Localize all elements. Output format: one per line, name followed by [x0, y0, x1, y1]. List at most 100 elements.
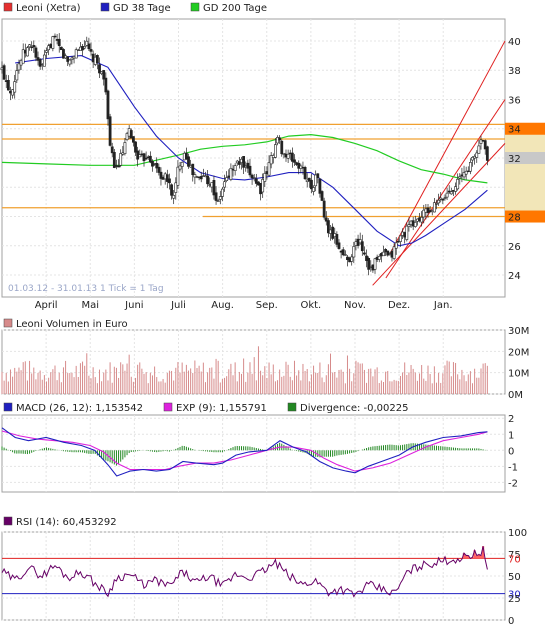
- candle-body: [223, 181, 226, 188]
- macd-line: [1, 427, 488, 477]
- candle-body: [267, 162, 271, 176]
- candle-body: [278, 137, 282, 141]
- candle-body: [21, 49, 25, 64]
- candle-body: [34, 47, 38, 58]
- candle-body: [261, 179, 265, 193]
- macd-legend-swatch: [3, 402, 13, 412]
- candle-body: [104, 77, 108, 93]
- x-tick-label: Nov.: [344, 300, 366, 311]
- macd-legend-swatch: [163, 402, 173, 412]
- price-legend-swatch: [100, 2, 110, 12]
- candle-body: [159, 171, 163, 179]
- candle-body: [445, 192, 449, 198]
- candle-body: [382, 251, 385, 257]
- candle-body: [191, 163, 195, 176]
- candle-body: [437, 199, 441, 204]
- candle-body: [464, 170, 468, 175]
- candle-body: [280, 140, 284, 155]
- candle-body: [187, 156, 190, 167]
- price-marker: [505, 152, 545, 164]
- candle-body: [318, 178, 322, 194]
- candle-body: [83, 46, 87, 49]
- candle-body: [352, 246, 356, 258]
- price-marker-label: 32: [508, 154, 521, 165]
- candle-body: [407, 224, 411, 227]
- candle-body: [112, 151, 116, 168]
- candle-body: [36, 57, 40, 61]
- candle-body: [435, 203, 438, 205]
- candle-body: [176, 166, 180, 186]
- rsi-line: [1, 546, 488, 598]
- candle-body: [324, 217, 328, 222]
- volume-legend-label: Leoni Volumen in Euro: [16, 319, 128, 330]
- volume-y-tick-label: 30M: [508, 326, 529, 337]
- candle-body: [405, 225, 409, 240]
- trend-channel-mid: [385, 99, 506, 279]
- price-legend-label: GD 200 Tage: [203, 3, 267, 14]
- macd-y-tick-label: -1: [508, 462, 518, 473]
- trend-channel-lower: [372, 143, 506, 286]
- candle-body: [320, 191, 324, 201]
- rsi-y-tick-label: 30: [508, 590, 521, 601]
- candle-body: [13, 81, 17, 93]
- rsi-y-tick-label: 50: [508, 572, 521, 583]
- macd-legend-swatch: [287, 402, 297, 412]
- trend-channel-upper: [389, 40, 506, 254]
- candle-body: [155, 163, 159, 169]
- candle-body: [178, 165, 182, 170]
- candle-body: [216, 200, 220, 202]
- candle-body: [134, 141, 137, 153]
- period-info-text: 01.03.12 - 31.01.13 1 Tick = 1 Tag: [8, 284, 164, 294]
- candle-body: [310, 179, 313, 190]
- candle-body: [363, 252, 366, 255]
- macd-y-tick-label: 1: [508, 430, 514, 441]
- candle-body: [102, 70, 106, 80]
- candle-body: [485, 146, 489, 161]
- price-legend-label: Leoni (Xetra): [16, 3, 81, 14]
- candle-body: [117, 165, 120, 168]
- candle-body: [184, 152, 188, 160]
- candle-body: [6, 79, 10, 91]
- candle-body: [233, 165, 237, 171]
- price-legend-label: GD 38 Tage: [113, 3, 171, 14]
- candle-body: [142, 153, 146, 162]
- candle-body: [170, 184, 173, 196]
- candle-body: [57, 38, 61, 46]
- candle-body: [360, 241, 364, 252]
- candle-body: [51, 36, 55, 49]
- candle-body: [138, 154, 142, 158]
- candle-body: [322, 200, 326, 218]
- candle-body: [85, 40, 89, 46]
- candle-body: [74, 49, 78, 59]
- candle-body: [68, 59, 72, 65]
- gd200-line: [1, 133, 488, 184]
- candle-body: [373, 258, 377, 270]
- x-tick-label: Mai: [81, 300, 99, 311]
- candle-body: [168, 178, 171, 184]
- macd-y-tick-label: 0: [508, 446, 514, 457]
- candle-body: [441, 198, 445, 201]
- candle-body: [358, 239, 362, 244]
- candle-body: [326, 220, 330, 234]
- candle-body: [314, 174, 318, 187]
- volume-legend-swatch: [3, 318, 13, 328]
- candle-body: [214, 192, 218, 201]
- candle-body: [274, 144, 277, 158]
- macd-legend-label: Divergence: -0,00225: [300, 403, 408, 414]
- volume-plot-area: [1, 329, 506, 395]
- candle-body: [180, 161, 184, 167]
- candle-body: [28, 44, 31, 48]
- candle-body: [449, 191, 453, 195]
- price-y-tick-label: 36: [508, 95, 521, 106]
- x-tick-label: Jan.: [433, 300, 453, 311]
- candle-body: [221, 188, 224, 197]
- candle-body: [237, 161, 241, 165]
- price-marker-label: 28: [508, 213, 521, 224]
- rsi-y-tick-label: 0: [508, 616, 514, 627]
- candle-body: [335, 234, 339, 245]
- volume-y-tick-label: 20M: [508, 347, 529, 358]
- candle-body: [32, 45, 36, 48]
- candle-body: [26, 47, 29, 57]
